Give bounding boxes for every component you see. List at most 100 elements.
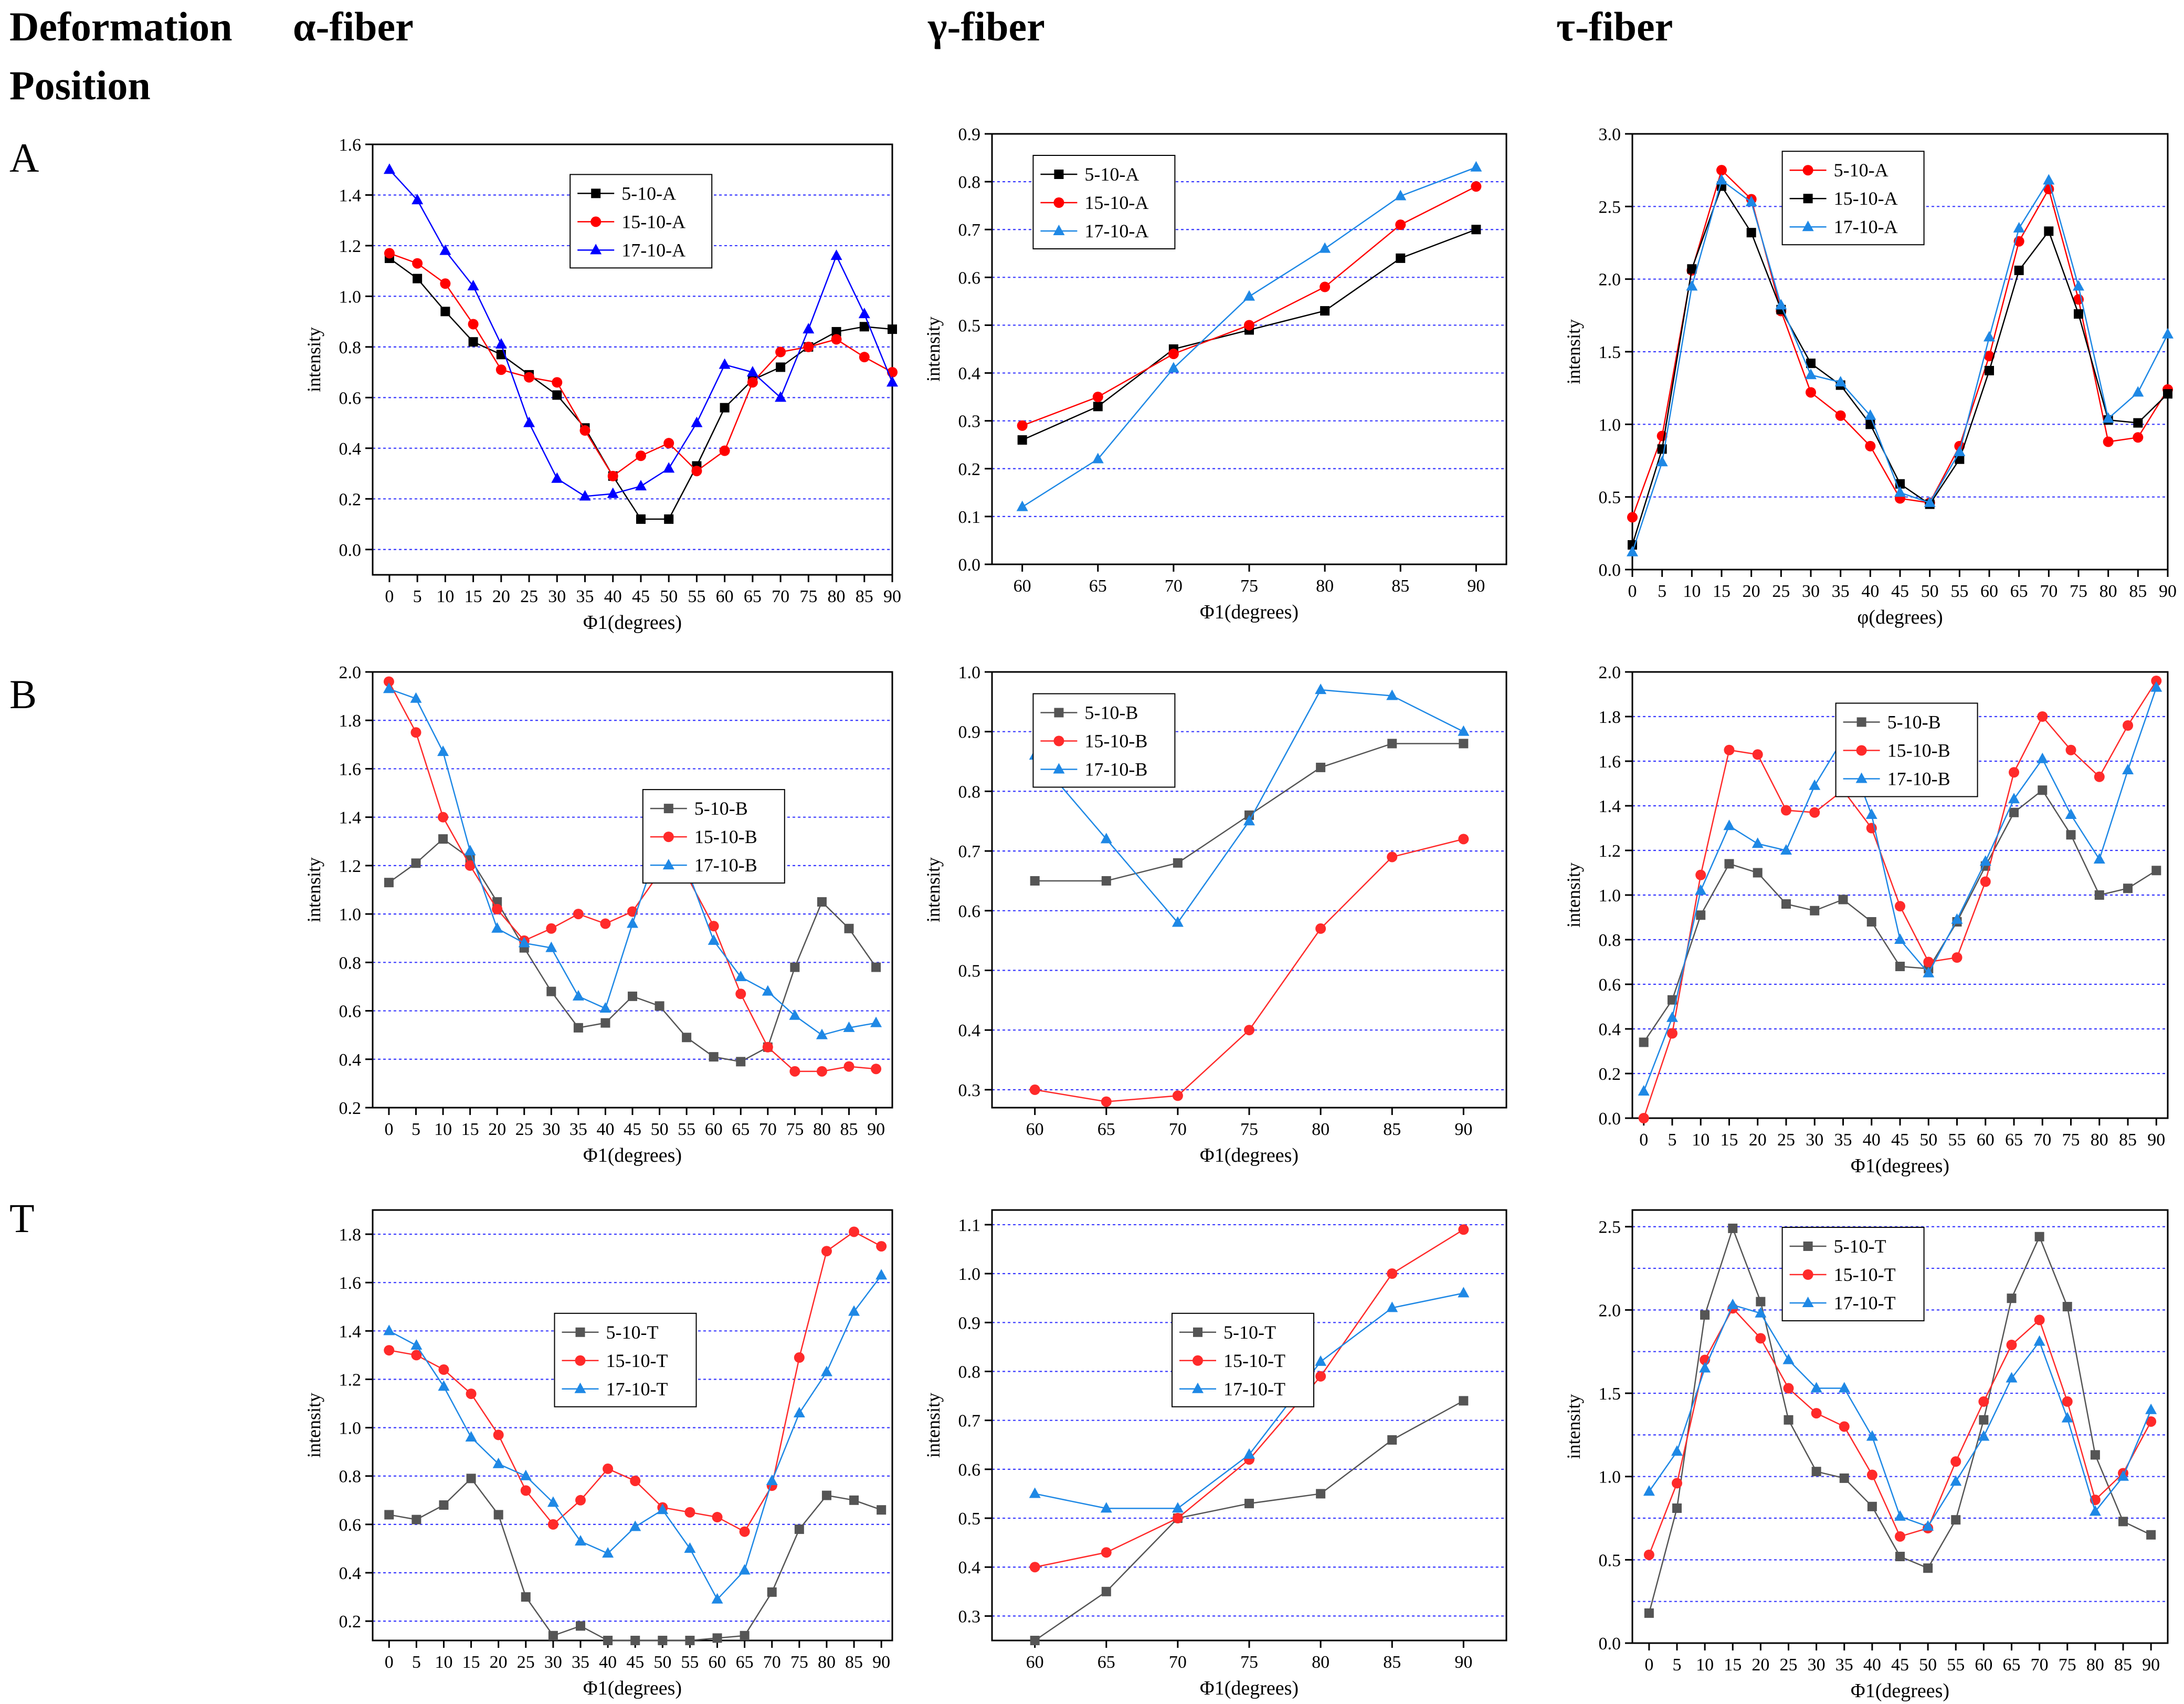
data-point [871, 962, 881, 972]
legend: 5-10-B 15-10-B 17-10-B [642, 789, 785, 884]
data-point [2117, 1470, 2129, 1481]
x-tick-label: 70 [2033, 1130, 2051, 1150]
data-point [1806, 359, 1816, 369]
data-point [1667, 995, 1677, 1005]
data-point [493, 1429, 504, 1440]
data-point [2102, 412, 2114, 423]
x-tick-label: 80 [1312, 1653, 1330, 1672]
series-line [389, 1477, 882, 1642]
plot-frame [372, 671, 893, 1109]
legend-label: 5-10-T [1834, 1236, 1886, 1257]
data-point [1017, 435, 1027, 445]
legend-label: 17-10-T [606, 1379, 668, 1400]
data-point [821, 1490, 831, 1500]
data-point [411, 1350, 422, 1361]
x-tick-label: 50 [1919, 1130, 1937, 1150]
data-point [844, 923, 854, 933]
data-point [413, 274, 423, 283]
header-tau-fiber: τ-fiber [1556, 4, 1673, 49]
x-tick-label: 15 [461, 1120, 479, 1139]
data-point [1951, 913, 1963, 924]
x-tick-label: 60 [1026, 1653, 1044, 1672]
data-point [682, 1033, 692, 1043]
data-point [438, 812, 449, 823]
series-17-10-B [383, 682, 882, 1039]
data-point [2013, 222, 2025, 233]
y-tick-label: 0.8 [958, 782, 981, 802]
x-tick-label: 70 [759, 1120, 777, 1139]
data-point [468, 337, 478, 347]
data-point [547, 1496, 559, 1507]
data-point [551, 472, 563, 483]
x-tick-label: 65 [736, 1653, 754, 1672]
data-point [1470, 161, 1482, 172]
y-tick-label: 2.0 [1599, 270, 1621, 290]
x-tick-label: 80 [1316, 576, 1334, 596]
data-point [384, 248, 395, 259]
chart-t-tau: 0.0 0.5 1.0 1.5 2.0 2.5 0 5 10 15 20 25 30 35 40 45 50 55… [1563, 1209, 2169, 1702]
x-tick-label: 75 [2059, 1655, 2076, 1675]
data-point [2037, 752, 2049, 763]
x-tick-label: 20 [1749, 1130, 1767, 1150]
data-point [830, 249, 842, 260]
y-tick-label: 1.6 [339, 1274, 362, 1293]
data-point [1806, 387, 1816, 398]
x-tick-label: 15 [462, 1653, 480, 1672]
x-tick-label: 25 [1772, 582, 1790, 601]
data-point [576, 1621, 585, 1631]
x-tick-label: 70 [1169, 1120, 1187, 1139]
data-point [1101, 1096, 1112, 1107]
data-point [545, 941, 557, 952]
legend-label: 17-10-T [1834, 1292, 1896, 1313]
x-tick-label: 60 [1026, 1120, 1044, 1139]
data-point [1100, 833, 1112, 844]
data-point [2043, 174, 2055, 185]
data-point [875, 1269, 888, 1280]
x-tick-label: 10 [436, 587, 454, 606]
x-tick-label: 50 [660, 587, 678, 606]
legend-marker [575, 1355, 586, 1366]
data-point [790, 962, 800, 972]
legend-marker [1053, 225, 1065, 235]
x-tick-label: 80 [828, 587, 846, 606]
x-tick-label: 40 [604, 587, 622, 606]
data-point [630, 1636, 640, 1645]
y-tick-label: 0.5 [1599, 1551, 1621, 1570]
data-point [572, 990, 584, 1001]
y-tick-label: 1.6 [1599, 752, 1621, 772]
data-point [1672, 1503, 1682, 1513]
data-point [2133, 418, 2143, 428]
data-point [1643, 1549, 1654, 1560]
series-5-10-T [384, 1474, 887, 1645]
data-point [887, 376, 898, 387]
data-point [1922, 1520, 1934, 1531]
data-point [1320, 306, 1330, 316]
x-tick-label: 90 [872, 1653, 890, 1672]
x-tick-label: 30 [542, 1120, 560, 1139]
data-point [708, 921, 719, 932]
data-point [521, 1592, 531, 1602]
y-tick-label: 1.8 [1599, 708, 1621, 727]
y-tick-label: 1.0 [339, 905, 362, 924]
y-tick-label: 0.4 [339, 1564, 362, 1583]
data-point [2146, 1530, 2156, 1540]
data-point [708, 934, 720, 945]
y-tick-label: 0.6 [339, 1516, 362, 1535]
data-point [803, 341, 814, 352]
data-point [464, 845, 476, 856]
x-tick-label: 25 [1780, 1655, 1798, 1675]
y-tick-label: 0.0 [1599, 1634, 1621, 1654]
data-point [635, 450, 646, 461]
data-point [1752, 749, 1763, 760]
x-tick-label: 30 [548, 587, 566, 606]
data-point [803, 323, 815, 334]
y-tick-label: 1.5 [1599, 1384, 1621, 1404]
data-point [438, 1364, 449, 1375]
data-point [573, 909, 584, 920]
data-point [492, 903, 503, 914]
x-tick-label: 25 [515, 1120, 533, 1139]
data-point [1979, 1415, 1989, 1425]
data-point [410, 727, 421, 738]
x-tick-label: 15 [1720, 1130, 1738, 1150]
data-point [518, 937, 530, 948]
